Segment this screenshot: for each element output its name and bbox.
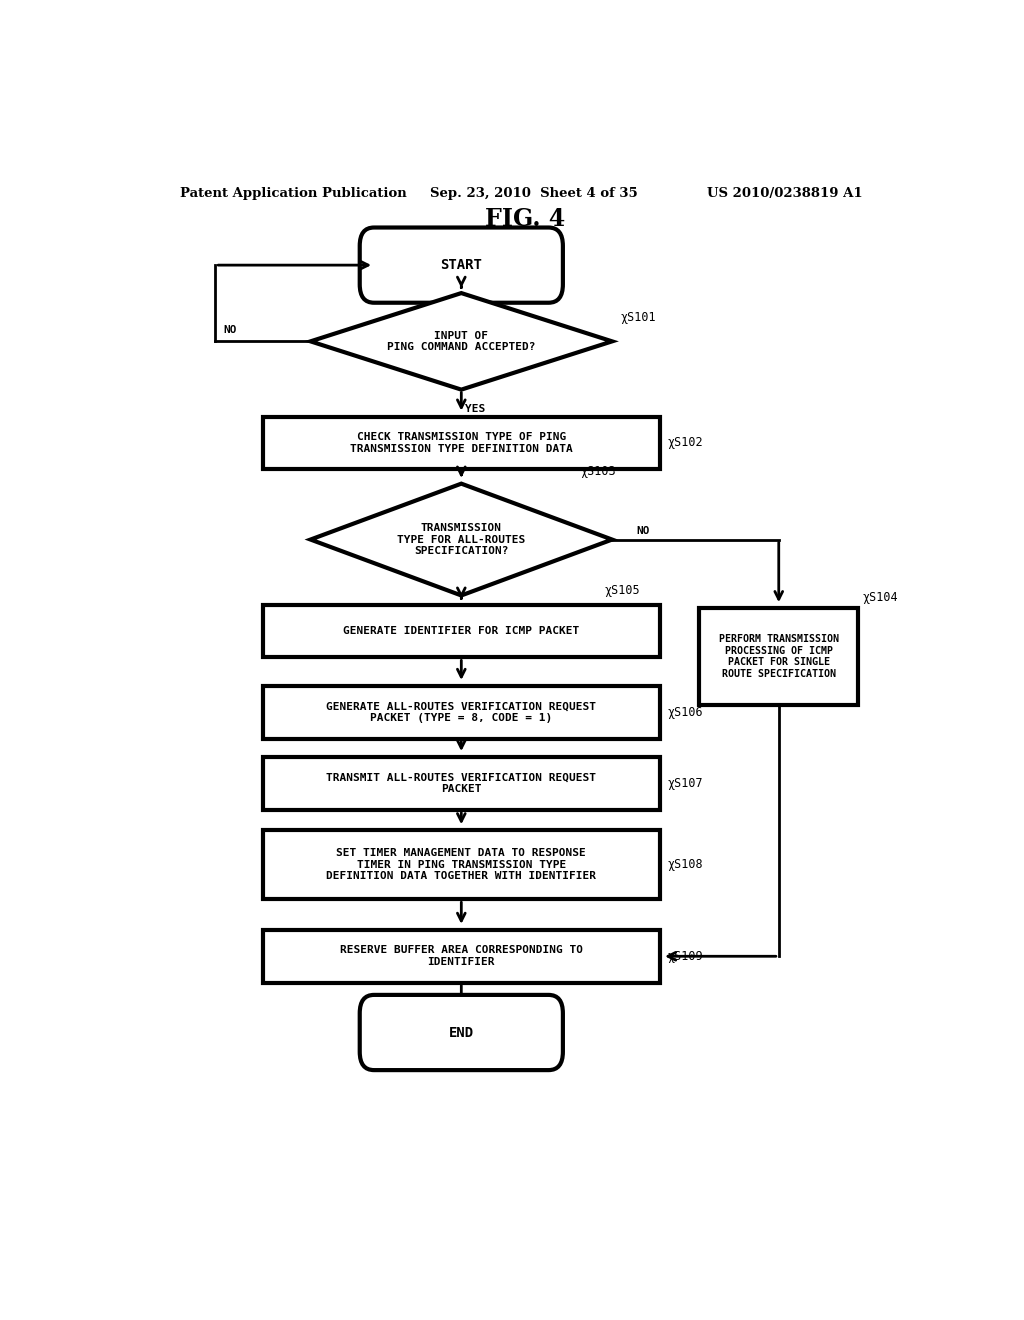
Text: YES: YES (465, 610, 485, 620)
Bar (263, 929, 659, 982)
Text: SET TIMER MANAGEMENT DATA TO RESPONSE
TIMER IN PING TRANSMISSION TYPE
DEFINITION: SET TIMER MANAGEMENT DATA TO RESPONSE TI… (327, 849, 596, 882)
Bar (263, 605, 659, 657)
Text: RESERVE BUFFER AREA CORRESPONDING TO
IDENTIFIER: RESERVE BUFFER AREA CORRESPONDING TO IDE… (340, 945, 583, 968)
Text: Sep. 23, 2010  Sheet 4 of 35: Sep. 23, 2010 Sheet 4 of 35 (430, 187, 637, 201)
Text: χS101: χS101 (620, 310, 655, 323)
Polygon shape (310, 483, 612, 595)
Text: YES: YES (465, 404, 485, 414)
Bar (263, 830, 659, 899)
Text: GENERATE IDENTIFIER FOR ICMP PACKET: GENERATE IDENTIFIER FOR ICMP PACKET (343, 626, 580, 636)
Bar (699, 609, 858, 705)
Text: FIG. 4: FIG. 4 (484, 207, 565, 231)
Bar (263, 758, 659, 810)
Text: US 2010/0238819 A1: US 2010/0238819 A1 (708, 187, 863, 201)
Text: χS107: χS107 (668, 777, 703, 789)
Text: TRANSMISSION
TYPE FOR ALL-ROUTES
SPECIFICATION?: TRANSMISSION TYPE FOR ALL-ROUTES SPECIFI… (397, 523, 525, 556)
Text: χS105: χS105 (604, 585, 640, 598)
Text: START: START (440, 259, 482, 272)
FancyBboxPatch shape (359, 227, 563, 302)
Text: END: END (449, 1026, 474, 1040)
Bar (263, 686, 659, 739)
Text: χS103: χS103 (581, 465, 616, 478)
Text: CHECK TRANSMISSION TYPE OF PING
TRANSMISSION TYPE DEFINITION DATA: CHECK TRANSMISSION TYPE OF PING TRANSMIS… (350, 432, 572, 454)
Text: χS109: χS109 (668, 950, 703, 962)
Text: PERFORM TRANSMISSION
PROCESSING OF ICMP
PACKET FOR SINGLE
ROUTE SPECIFICATION: PERFORM TRANSMISSION PROCESSING OF ICMP … (719, 634, 839, 678)
Text: χS104: χS104 (862, 591, 898, 605)
Text: χS108: χS108 (668, 858, 703, 871)
Text: χS102: χS102 (668, 437, 703, 450)
Polygon shape (310, 293, 612, 389)
Text: TRANSMIT ALL-ROUTES VERIFICATION REQUEST
PACKET: TRANSMIT ALL-ROUTES VERIFICATION REQUEST… (327, 772, 596, 795)
Bar (263, 417, 659, 470)
Text: INPUT OF
PING COMMAND ACCEPTED?: INPUT OF PING COMMAND ACCEPTED? (387, 330, 536, 352)
Text: Patent Application Publication: Patent Application Publication (179, 187, 407, 201)
Text: χS106: χS106 (668, 706, 703, 719)
FancyBboxPatch shape (359, 995, 563, 1071)
Text: NO: NO (636, 527, 649, 536)
Text: GENERATE ALL-ROUTES VERIFICATION REQUEST
PACKET (TYPE = 8, CODE = 1): GENERATE ALL-ROUTES VERIFICATION REQUEST… (327, 701, 596, 723)
Text: NO: NO (223, 325, 237, 335)
